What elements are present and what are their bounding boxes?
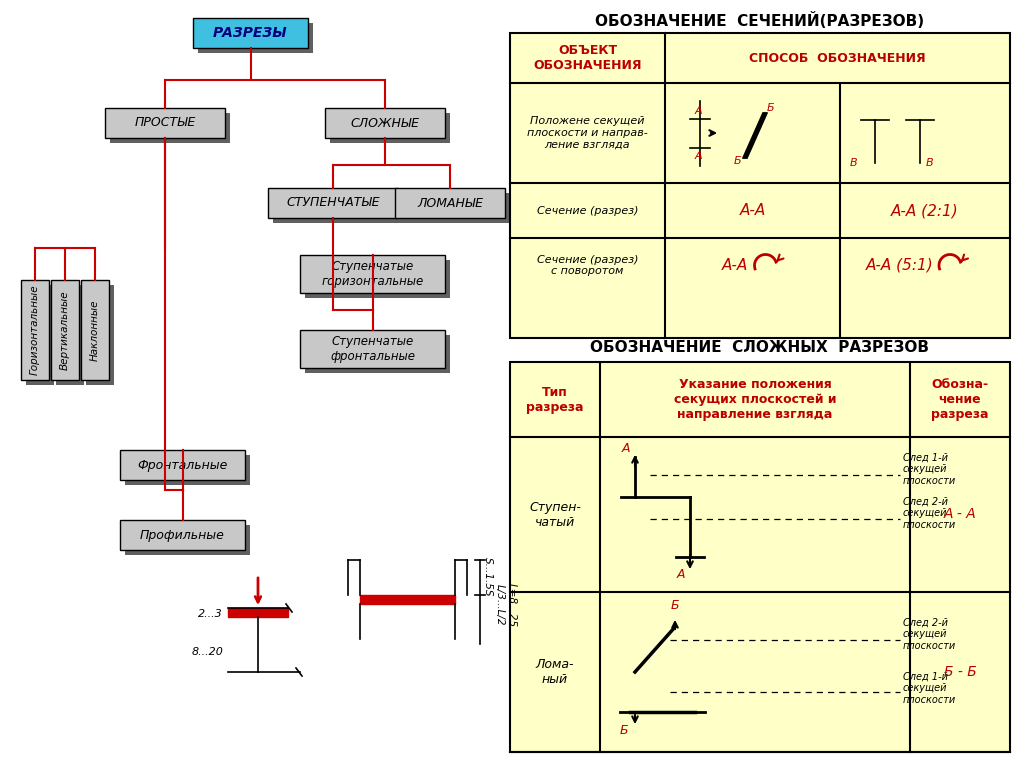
FancyBboxPatch shape <box>273 193 403 223</box>
Bar <box>228 608 288 617</box>
FancyBboxPatch shape <box>395 188 505 218</box>
Text: Положене секущей
плоскости и направ-
ление взгляда: Положене секущей плоскости и направ- лен… <box>527 117 648 150</box>
FancyBboxPatch shape <box>268 188 398 218</box>
FancyBboxPatch shape <box>26 285 54 385</box>
Text: Наклонные: Наклонные <box>90 300 100 361</box>
Text: Ступен-
чатый: Ступен- чатый <box>529 501 581 528</box>
FancyBboxPatch shape <box>105 108 225 138</box>
Text: ОБОЗНАЧЕНИЕ  СЛОЖНЫХ  РАЗРЕЗОВ: ОБОЗНАЧЕНИЕ СЛОЖНЫХ РАЗРЕЗОВ <box>591 340 930 355</box>
Text: А: А <box>694 151 701 161</box>
Bar <box>510 33 1010 338</box>
FancyBboxPatch shape <box>300 255 445 293</box>
Text: Б: Б <box>671 599 679 612</box>
Text: В: В <box>849 158 857 168</box>
Text: Обозна-
чение
разреза: Обозна- чение разреза <box>931 378 989 421</box>
Text: А-А: А-А <box>721 258 748 273</box>
Text: А: А <box>677 568 685 581</box>
Text: След 2-й
секущей
плоскости: След 2-й секущей плоскости <box>903 617 956 650</box>
Text: 2...3: 2...3 <box>199 609 223 619</box>
Text: А: А <box>694 106 701 116</box>
Text: Вертикальные: Вертикальные <box>60 290 70 370</box>
Text: СЛОЖНЫЕ: СЛОЖНЫЕ <box>350 117 420 130</box>
FancyBboxPatch shape <box>22 280 49 380</box>
FancyBboxPatch shape <box>51 280 79 380</box>
Text: Фронтальные: Фронтальные <box>137 458 227 472</box>
Bar <box>510 362 1010 752</box>
Text: А: А <box>622 442 630 455</box>
FancyBboxPatch shape <box>125 455 250 485</box>
Text: Сечение (разрез): Сечение (разрез) <box>537 206 638 216</box>
FancyBboxPatch shape <box>110 113 230 143</box>
Text: СПОСОБ  ОБОЗНАЧЕНИЯ: СПОСОБ ОБОЗНАЧЕНИЯ <box>750 51 926 65</box>
Text: А-А (5:1): А-А (5:1) <box>866 258 934 273</box>
Text: Лома-
ный: Лома- ный <box>536 658 574 686</box>
Text: ОБОЗНАЧЕНИЕ  СЕЧЕНИЙ(РАЗРЕЗОВ): ОБОЗНАЧЕНИЕ СЕЧЕНИЙ(РАЗРЕЗОВ) <box>595 12 925 29</box>
Text: Ступенчатые
горизонтальные: Ступенчатые горизонтальные <box>322 260 424 288</box>
Text: S...1.5S: S...1.5S <box>483 558 493 597</box>
FancyBboxPatch shape <box>86 285 114 385</box>
Text: 8...20: 8...20 <box>191 647 223 657</box>
Bar <box>360 595 455 604</box>
Text: А-А: А-А <box>739 203 766 218</box>
Text: Б: Б <box>733 156 741 166</box>
Text: А-А (2:1): А-А (2:1) <box>891 203 958 218</box>
Text: ОБЪЕКТ
ОБОЗНАЧЕНИЯ: ОБЪЕКТ ОБОЗНАЧЕНИЯ <box>534 44 642 72</box>
Text: Б - Б: Б - Б <box>944 665 976 679</box>
FancyBboxPatch shape <box>81 280 109 380</box>
FancyBboxPatch shape <box>125 525 250 555</box>
Text: РАЗРЕЗЫ: РАЗРЕЗЫ <box>213 26 288 40</box>
Text: В: В <box>926 158 934 168</box>
Text: Указание положения
секущих плоскостей и
направление взгляда: Указание положения секущих плоскостей и … <box>674 378 837 421</box>
FancyBboxPatch shape <box>330 113 450 143</box>
FancyBboxPatch shape <box>193 18 308 48</box>
Text: А - А: А - А <box>944 508 976 521</box>
FancyBboxPatch shape <box>305 335 450 373</box>
Text: Профильные: Профильные <box>140 528 225 541</box>
Text: Горизонтальные: Горизонтальные <box>30 285 40 376</box>
Text: След 1-й
секущей
плоскости: След 1-й секущей плоскости <box>903 452 956 485</box>
Text: L/3...L/2: L/3...L/2 <box>495 584 505 626</box>
Text: L=8...25: L=8...25 <box>507 583 517 627</box>
FancyBboxPatch shape <box>56 285 84 385</box>
Text: Ступенчатые
фронтальные: Ступенчатые фронтальные <box>330 335 415 363</box>
Text: След 2-й
секущей
плоскости: След 2-й секущей плоскости <box>903 496 956 530</box>
FancyBboxPatch shape <box>300 330 445 368</box>
FancyBboxPatch shape <box>325 108 445 138</box>
FancyBboxPatch shape <box>198 23 313 53</box>
FancyBboxPatch shape <box>120 520 245 550</box>
FancyBboxPatch shape <box>305 260 450 298</box>
FancyBboxPatch shape <box>120 450 245 480</box>
Text: Б: Б <box>620 723 628 737</box>
FancyBboxPatch shape <box>400 193 510 223</box>
Text: След 1-й
секущей
плоскости: След 1-й секущей плоскости <box>903 671 956 704</box>
Text: Тип
разреза: Тип разреза <box>526 386 584 413</box>
Text: СТУПЕНЧАТЫЕ: СТУПЕНЧАТЫЕ <box>287 197 380 210</box>
Text: Б: Б <box>767 103 774 113</box>
Text: ПРОСТЫЕ: ПРОСТЫЕ <box>134 117 196 130</box>
Text: ЛОМАНЫЕ: ЛОМАНЫЕ <box>417 197 483 210</box>
Text: Сечение (разрез)
с поворотом: Сечение (разрез) с поворотом <box>537 255 638 276</box>
